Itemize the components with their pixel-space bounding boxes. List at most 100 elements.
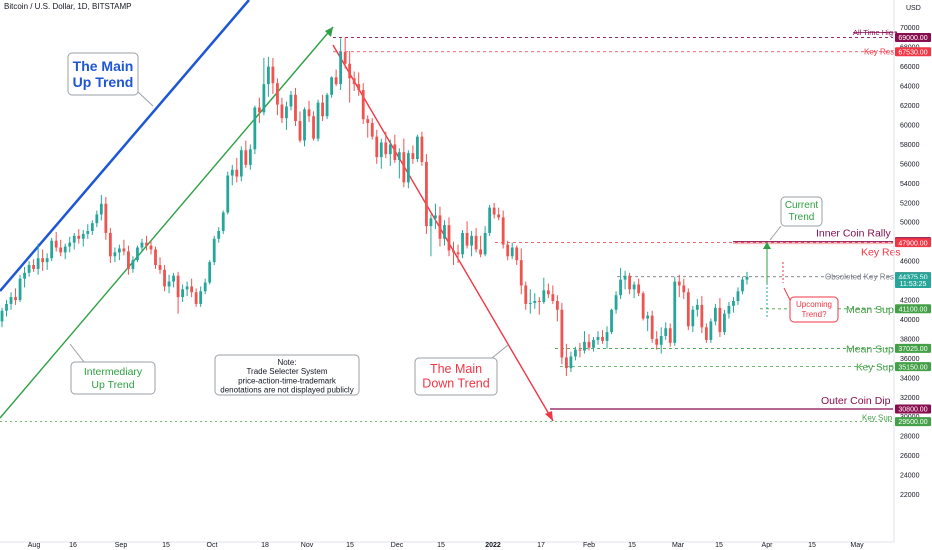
candle-body <box>542 290 546 302</box>
chart-title: Bitcoin / U.S. Dollar, 1D, BITSTAMP <box>4 2 132 11</box>
candle-body <box>461 232 464 255</box>
main-down-label-text: The Main Down Trend <box>422 362 489 391</box>
candle-body <box>262 84 266 113</box>
price-tag-text: 29500.00 <box>898 419 927 426</box>
candle-body <box>99 203 103 215</box>
level-label: Key Sup <box>862 414 893 423</box>
time-tick-label: Nov <box>301 542 314 549</box>
time-tick-label: Sep <box>115 542 128 549</box>
candle-body <box>257 107 261 113</box>
candle-body <box>528 302 532 304</box>
time-tick-label: Oct <box>207 542 218 549</box>
time-axis: Aug 16 Sep 15 Oct 18 Nov 15 Dec 15 2022 17 Feb 15 Mar 1… <box>0 541 894 549</box>
candles <box>0 37 749 376</box>
time-tick-label: 15 <box>715 542 723 549</box>
candle-body <box>614 295 618 310</box>
candle-body <box>176 275 180 298</box>
candle-body <box>253 107 257 150</box>
price-tag <box>895 343 931 353</box>
price-tick-label: 36000 <box>900 356 920 363</box>
candle-body <box>330 77 334 95</box>
level-label: Outer Coin Dip <box>821 395 891 407</box>
candle-body <box>492 207 496 215</box>
price-tick-label: 54000 <box>900 181 920 188</box>
candle-body <box>194 292 198 304</box>
candle-body <box>704 327 708 340</box>
candle-body <box>379 142 383 158</box>
currency-label: USD <box>906 5 921 12</box>
price-tag <box>895 279 931 289</box>
time-tick-label: 18 <box>261 542 269 549</box>
level-label: Key Res <box>861 247 901 259</box>
candle-body <box>519 260 523 286</box>
candle-body <box>537 301 541 303</box>
candle-body <box>465 232 469 246</box>
price-tick-label: 64000 <box>900 84 920 91</box>
level-label: Key Res <box>864 48 894 57</box>
level-label: Mean Sup <box>846 343 894 355</box>
candle-body <box>289 94 293 107</box>
price-tick-label: 70000 <box>900 25 920 32</box>
candle-body <box>244 150 248 165</box>
candle-body <box>235 169 239 177</box>
candle-body <box>632 284 636 290</box>
candle-body <box>452 250 455 253</box>
candle-body <box>90 223 94 231</box>
candle-body <box>736 291 740 302</box>
candle-body <box>36 258 40 269</box>
price-tick-label: 34000 <box>900 375 920 382</box>
candle-body <box>402 152 406 183</box>
candle-body <box>560 309 564 358</box>
candle-body <box>276 83 279 105</box>
trend-arrow-head <box>325 27 333 37</box>
candle-body <box>230 169 234 176</box>
candle-body <box>619 279 622 296</box>
candle-body <box>569 356 573 369</box>
candle-body <box>86 230 90 234</box>
time-tick-label: 15 <box>437 542 445 549</box>
candle-body <box>18 278 22 301</box>
candle-body <box>348 63 352 79</box>
time-tick-label: 15 <box>346 542 354 549</box>
time-tick-label: Aug <box>28 542 41 549</box>
candle-body <box>108 232 112 257</box>
candle-body <box>163 269 166 287</box>
candle-body <box>23 272 26 279</box>
price-tick-label: 40000 <box>900 317 920 324</box>
candle-body <box>298 121 302 141</box>
main-down-label-pointer <box>491 344 509 359</box>
price-tick-label: 24000 <box>900 473 920 480</box>
candle-body <box>727 305 731 314</box>
current-trend-label-text: Current Trend <box>785 200 819 223</box>
candle-body <box>479 249 483 255</box>
current-trend-label-pointer <box>769 225 782 241</box>
time-tick-label: Apr <box>762 542 774 549</box>
candle-body <box>650 315 654 339</box>
price-tag-text: 67530.00 <box>898 49 927 56</box>
candle-body <box>555 301 559 310</box>
candle-body <box>312 116 315 139</box>
time-tick-label: 15 <box>162 542 170 549</box>
price-tag <box>895 238 931 248</box>
candle-body <box>77 235 81 239</box>
candle-body <box>664 328 668 337</box>
candle-body <box>682 285 686 293</box>
price-tick-label: 52000 <box>900 200 920 207</box>
candle-body <box>357 84 361 90</box>
price-tick-label: 62000 <box>900 103 920 110</box>
candle-body <box>587 341 591 348</box>
candle-body <box>524 285 528 304</box>
level-label: Inner Coin Rally <box>816 228 891 240</box>
candle-body <box>429 218 433 227</box>
candle-body <box>54 240 58 248</box>
candle-body <box>443 225 446 239</box>
candle-body <box>321 102 324 117</box>
candle-body <box>677 281 681 286</box>
time-tick-label: 16 <box>69 542 77 549</box>
main-up-label-pointer <box>137 91 154 107</box>
price-tick-label: 42000 <box>900 298 920 305</box>
price-tick-label: 46000 <box>900 259 920 266</box>
candle-body <box>334 77 338 85</box>
candle-body <box>361 89 365 120</box>
